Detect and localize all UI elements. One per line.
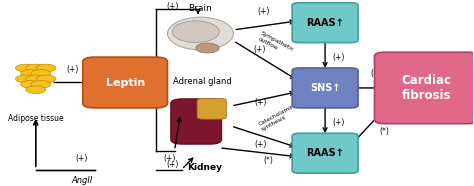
Text: (+): (+) xyxy=(258,7,270,16)
Text: SNS↑: SNS↑ xyxy=(310,83,340,93)
FancyBboxPatch shape xyxy=(83,57,167,108)
Ellipse shape xyxy=(172,21,219,43)
Text: Kidney: Kidney xyxy=(188,163,223,172)
Text: Catecholamine
synthesis: Catecholamine synthesis xyxy=(258,102,302,132)
FancyBboxPatch shape xyxy=(292,3,358,43)
Text: Cardiac
fibrosis: Cardiac fibrosis xyxy=(401,74,451,102)
Text: (+): (+) xyxy=(254,140,266,149)
Circle shape xyxy=(36,75,56,83)
Text: (+): (+) xyxy=(254,98,266,107)
Text: (+): (+) xyxy=(253,45,265,54)
Text: (+): (+) xyxy=(332,53,345,62)
FancyBboxPatch shape xyxy=(292,133,358,173)
Text: RAAS↑: RAAS↑ xyxy=(306,148,344,158)
Text: Adrenal gland: Adrenal gland xyxy=(173,77,232,86)
Circle shape xyxy=(31,81,51,88)
FancyBboxPatch shape xyxy=(171,99,221,144)
Text: (+): (+) xyxy=(166,160,178,169)
FancyBboxPatch shape xyxy=(292,68,358,108)
Text: (+): (+) xyxy=(166,2,178,11)
Text: AngII: AngII xyxy=(71,176,92,185)
Circle shape xyxy=(31,70,51,77)
Text: Sympathetic
outflow: Sympathetic outflow xyxy=(257,31,295,58)
Text: (+): (+) xyxy=(66,65,79,74)
Text: Brain: Brain xyxy=(189,4,212,13)
Ellipse shape xyxy=(167,17,233,50)
Text: (+): (+) xyxy=(76,154,88,163)
Circle shape xyxy=(21,70,40,77)
Text: (+): (+) xyxy=(332,118,345,127)
Circle shape xyxy=(26,75,46,83)
Text: Adipose tissue: Adipose tissue xyxy=(8,114,64,123)
FancyBboxPatch shape xyxy=(374,52,474,124)
Text: (+): (+) xyxy=(371,69,383,78)
Circle shape xyxy=(26,64,46,72)
Text: (+): (+) xyxy=(164,154,176,163)
Circle shape xyxy=(16,64,35,72)
Text: RAAS↑: RAAS↑ xyxy=(306,18,344,28)
Text: (*): (*) xyxy=(379,127,389,136)
Circle shape xyxy=(26,86,46,94)
FancyBboxPatch shape xyxy=(197,98,226,119)
Circle shape xyxy=(21,81,40,88)
Ellipse shape xyxy=(196,43,219,53)
Text: (*): (*) xyxy=(264,156,273,165)
Circle shape xyxy=(16,75,35,83)
Text: Leptin: Leptin xyxy=(106,78,145,87)
Circle shape xyxy=(36,64,56,72)
